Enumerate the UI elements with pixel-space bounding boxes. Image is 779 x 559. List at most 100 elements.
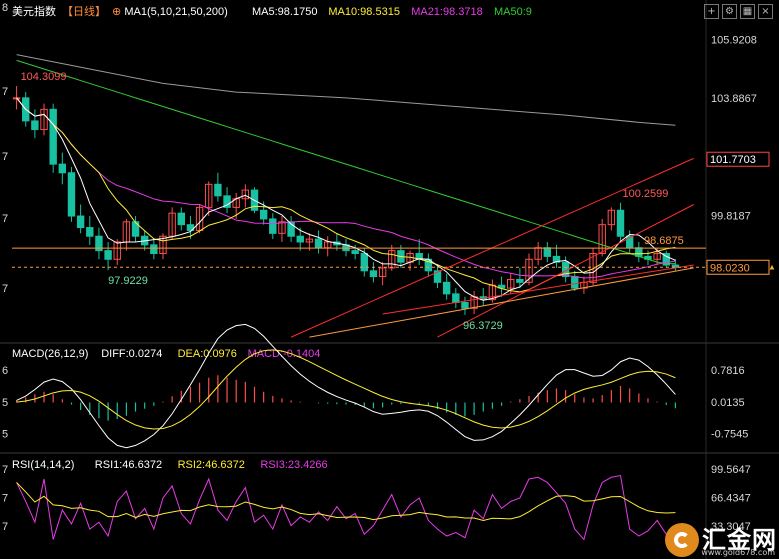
price-tick-label: 105.9208 (711, 35, 757, 47)
candle-down (223, 195, 231, 208)
candle-down (31, 120, 39, 131)
candle-down (369, 270, 378, 278)
candle-up (607, 209, 616, 226)
chart-toolbar: + ⚙ ▦ × (704, 4, 773, 19)
macd-diff: DIFF:0.0274 (101, 348, 162, 360)
candle-up (113, 241, 121, 260)
right-price-tag-text: 101.7703 (710, 154, 756, 166)
expand-icon[interactable]: + (704, 4, 719, 19)
candle-down (433, 270, 442, 283)
current-price-tag (706, 259, 770, 275)
candle-up (589, 253, 597, 283)
rsi1-label: RSI1:46.6372 (95, 459, 162, 471)
candle-down (662, 253, 670, 266)
candle-down (67, 172, 76, 217)
left-tick-label: 7 (2, 493, 8, 505)
add-indicator-icon: ⊕ (112, 6, 121, 18)
left-tick-label: 7 (2, 283, 8, 295)
candle-up (241, 189, 250, 200)
candle-down (497, 284, 506, 289)
left-tick-label: 7 (2, 151, 8, 163)
watermark-url: www.gold678.com (701, 548, 775, 557)
candle-down (442, 281, 451, 295)
candle-up (598, 224, 606, 255)
candle-down (259, 209, 268, 220)
support-line (309, 267, 694, 338)
ma5-line (16, 97, 676, 301)
ma50-label: MA50:9 (494, 6, 532, 18)
candle-down (671, 264, 680, 268)
ref-level-label: 98.6875 (644, 235, 684, 247)
channel-lower-line (382, 264, 694, 315)
candle-up (40, 108, 48, 131)
candle-down (296, 235, 304, 243)
left-tick-label: 5 (2, 429, 8, 441)
candle-down (150, 244, 158, 255)
candle-down (104, 250, 112, 260)
candle-down (58, 163, 67, 174)
rsi-tick-label: 99.5647 (711, 464, 751, 476)
low-label: 97.9229 (108, 275, 148, 287)
candle-down (186, 224, 195, 231)
candle-down (86, 227, 94, 237)
candle-down (49, 108, 57, 165)
candle-up (378, 267, 387, 278)
macd-dea: DEA:0.0976 (178, 348, 237, 360)
left-tick-label: 7 (2, 464, 8, 476)
price-tick-label: 103.8867 (711, 93, 757, 105)
macd-name: MACD(26,12,9) (12, 348, 88, 360)
left-tick-label: 8 (2, 2, 8, 14)
candle-down (452, 293, 460, 304)
current-price-tag-text: 98.0230 (710, 262, 750, 274)
rsi2-label: RSI2:46.6372 (178, 459, 245, 471)
candle-down (461, 302, 469, 309)
ma10-line (16, 97, 676, 293)
grid-icon[interactable]: ▦ (740, 4, 755, 19)
ma-config-label: MA1(5,10,21,50,200) (124, 6, 227, 18)
left-tick-label: 6 (2, 365, 8, 377)
candle-down (616, 209, 625, 237)
ma10-label: MA10:98.5315 (328, 6, 400, 18)
macd-dea-line (16, 349, 676, 430)
rsi3-line (16, 474, 676, 541)
candle-up (278, 221, 286, 234)
macd-tick-label: 0.7816 (711, 365, 745, 377)
watermark-logo-icon (665, 523, 699, 557)
rsi-name: RSI(14,14,2) (12, 459, 74, 471)
candle-down (177, 212, 185, 226)
candle-down (360, 253, 369, 272)
low-label: 96.3729 (463, 320, 503, 332)
candle-down (95, 235, 103, 252)
high-label: 104.3099 (21, 71, 67, 83)
settings-icon[interactable]: ⚙ (722, 4, 737, 19)
period-label: 【日线】 (62, 4, 106, 18)
candle-down (351, 250, 359, 255)
ma21-label: MA21:98.3718 (411, 6, 483, 18)
recent-high-label: 100.2599 (623, 188, 669, 200)
rsi3-label: RSI3:23.4266 (260, 459, 327, 471)
candle-up (205, 183, 213, 208)
candle-up (653, 253, 661, 260)
right-price-tag (706, 151, 770, 167)
candle-down (571, 276, 579, 289)
candle-down (76, 215, 85, 229)
candle-down (516, 278, 524, 283)
candle-up (305, 238, 314, 243)
left-tick-label: 7 (2, 521, 8, 533)
ma5-label: MA5:98.1750 (252, 6, 317, 18)
candle-down (543, 247, 552, 257)
ma200-line (16, 54, 676, 126)
left-tick-label: 7 (2, 213, 8, 225)
candle-up (388, 250, 396, 269)
watermark-text: 汇金网 (702, 526, 777, 554)
candle-up (525, 258, 533, 283)
macd-tick-label: 0.0135 (711, 397, 745, 409)
macd-value: MACD:-0.1404 (248, 348, 321, 360)
watermark: 汇金网 (665, 523, 777, 557)
ma50-line (16, 59, 676, 265)
macd-tick-label: -0.7545 (711, 429, 748, 441)
candle-up (507, 278, 515, 289)
left-tick-label: 7 (2, 86, 8, 98)
close-icon[interactable]: × (758, 4, 773, 19)
